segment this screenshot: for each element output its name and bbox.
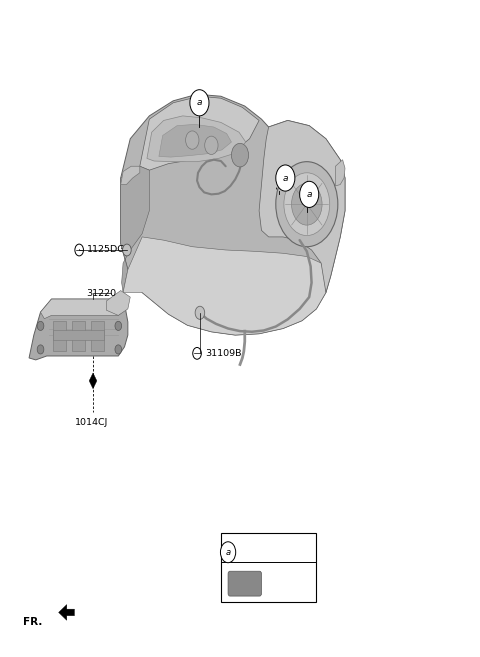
FancyBboxPatch shape: [91, 321, 105, 351]
Circle shape: [115, 321, 121, 330]
Circle shape: [195, 306, 204, 319]
Circle shape: [190, 90, 209, 116]
Text: 1125DG: 1125DG: [87, 246, 126, 254]
Polygon shape: [40, 299, 125, 319]
Text: a: a: [283, 173, 288, 183]
Polygon shape: [120, 166, 149, 292]
Circle shape: [37, 321, 44, 330]
Polygon shape: [120, 95, 345, 335]
Polygon shape: [259, 120, 345, 292]
FancyBboxPatch shape: [221, 533, 316, 602]
Polygon shape: [59, 604, 74, 620]
Text: a: a: [226, 548, 230, 556]
Polygon shape: [123, 237, 326, 335]
Text: FR.: FR.: [23, 616, 42, 627]
Polygon shape: [107, 290, 130, 315]
Polygon shape: [147, 116, 246, 162]
Circle shape: [186, 131, 199, 149]
Circle shape: [204, 136, 218, 154]
Text: 31101A: 31101A: [239, 547, 276, 557]
Circle shape: [231, 143, 249, 167]
FancyBboxPatch shape: [53, 330, 105, 340]
FancyBboxPatch shape: [53, 321, 66, 351]
Polygon shape: [29, 299, 128, 360]
Circle shape: [115, 345, 121, 354]
Circle shape: [300, 181, 319, 208]
Polygon shape: [140, 97, 259, 170]
Circle shape: [276, 165, 295, 191]
Circle shape: [37, 345, 44, 354]
Circle shape: [122, 244, 131, 256]
Polygon shape: [336, 160, 345, 186]
Circle shape: [291, 183, 322, 225]
Text: a: a: [306, 190, 312, 199]
FancyBboxPatch shape: [228, 571, 262, 596]
Polygon shape: [89, 373, 97, 389]
Text: a: a: [197, 99, 202, 107]
Circle shape: [276, 162, 338, 247]
Circle shape: [284, 173, 330, 236]
Text: 31109B: 31109B: [205, 349, 242, 358]
Circle shape: [220, 542, 236, 562]
Text: 31220: 31220: [86, 288, 117, 298]
Text: 1014CJ: 1014CJ: [75, 418, 109, 426]
Polygon shape: [120, 166, 140, 185]
FancyBboxPatch shape: [72, 321, 85, 351]
Polygon shape: [159, 124, 231, 157]
